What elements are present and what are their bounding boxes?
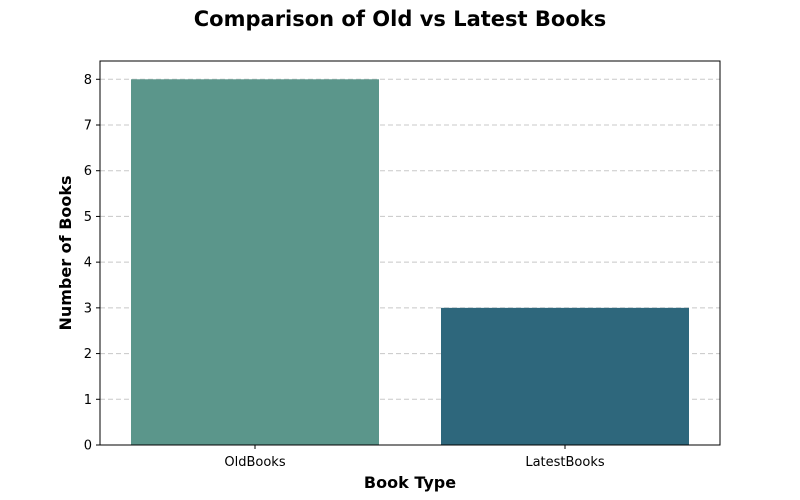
chart-title: Comparison of Old vs Latest Books <box>194 7 606 31</box>
plot-frame <box>99 60 721 446</box>
y-tick-label: 6 <box>84 164 92 179</box>
bar-latestbooks <box>441 307 689 445</box>
y-tick-label: 5 <box>84 210 92 225</box>
y-tick-label: 4 <box>84 256 92 271</box>
bars <box>131 79 689 446</box>
y-axis-label: Number of Books <box>56 175 75 330</box>
bar-oldbooks <box>131 79 379 446</box>
y-tick-label: 7 <box>84 119 92 134</box>
x-axis-label: Book Type <box>364 473 456 492</box>
y-tick-label: 2 <box>84 347 92 362</box>
x-axis-ticks: OldBooks LatestBooks <box>224 445 605 470</box>
y-tick-label: 1 <box>84 393 92 408</box>
y-tick-label: 0 <box>84 439 92 454</box>
y-tick-label: 3 <box>84 301 92 316</box>
x-tick-label: LatestBooks <box>525 455 605 470</box>
x-tick-label: OldBooks <box>224 455 285 470</box>
y-axis-ticks: 0 1 2 3 4 5 6 7 8 <box>84 73 100 454</box>
y-tick-label: 8 <box>84 73 92 88</box>
